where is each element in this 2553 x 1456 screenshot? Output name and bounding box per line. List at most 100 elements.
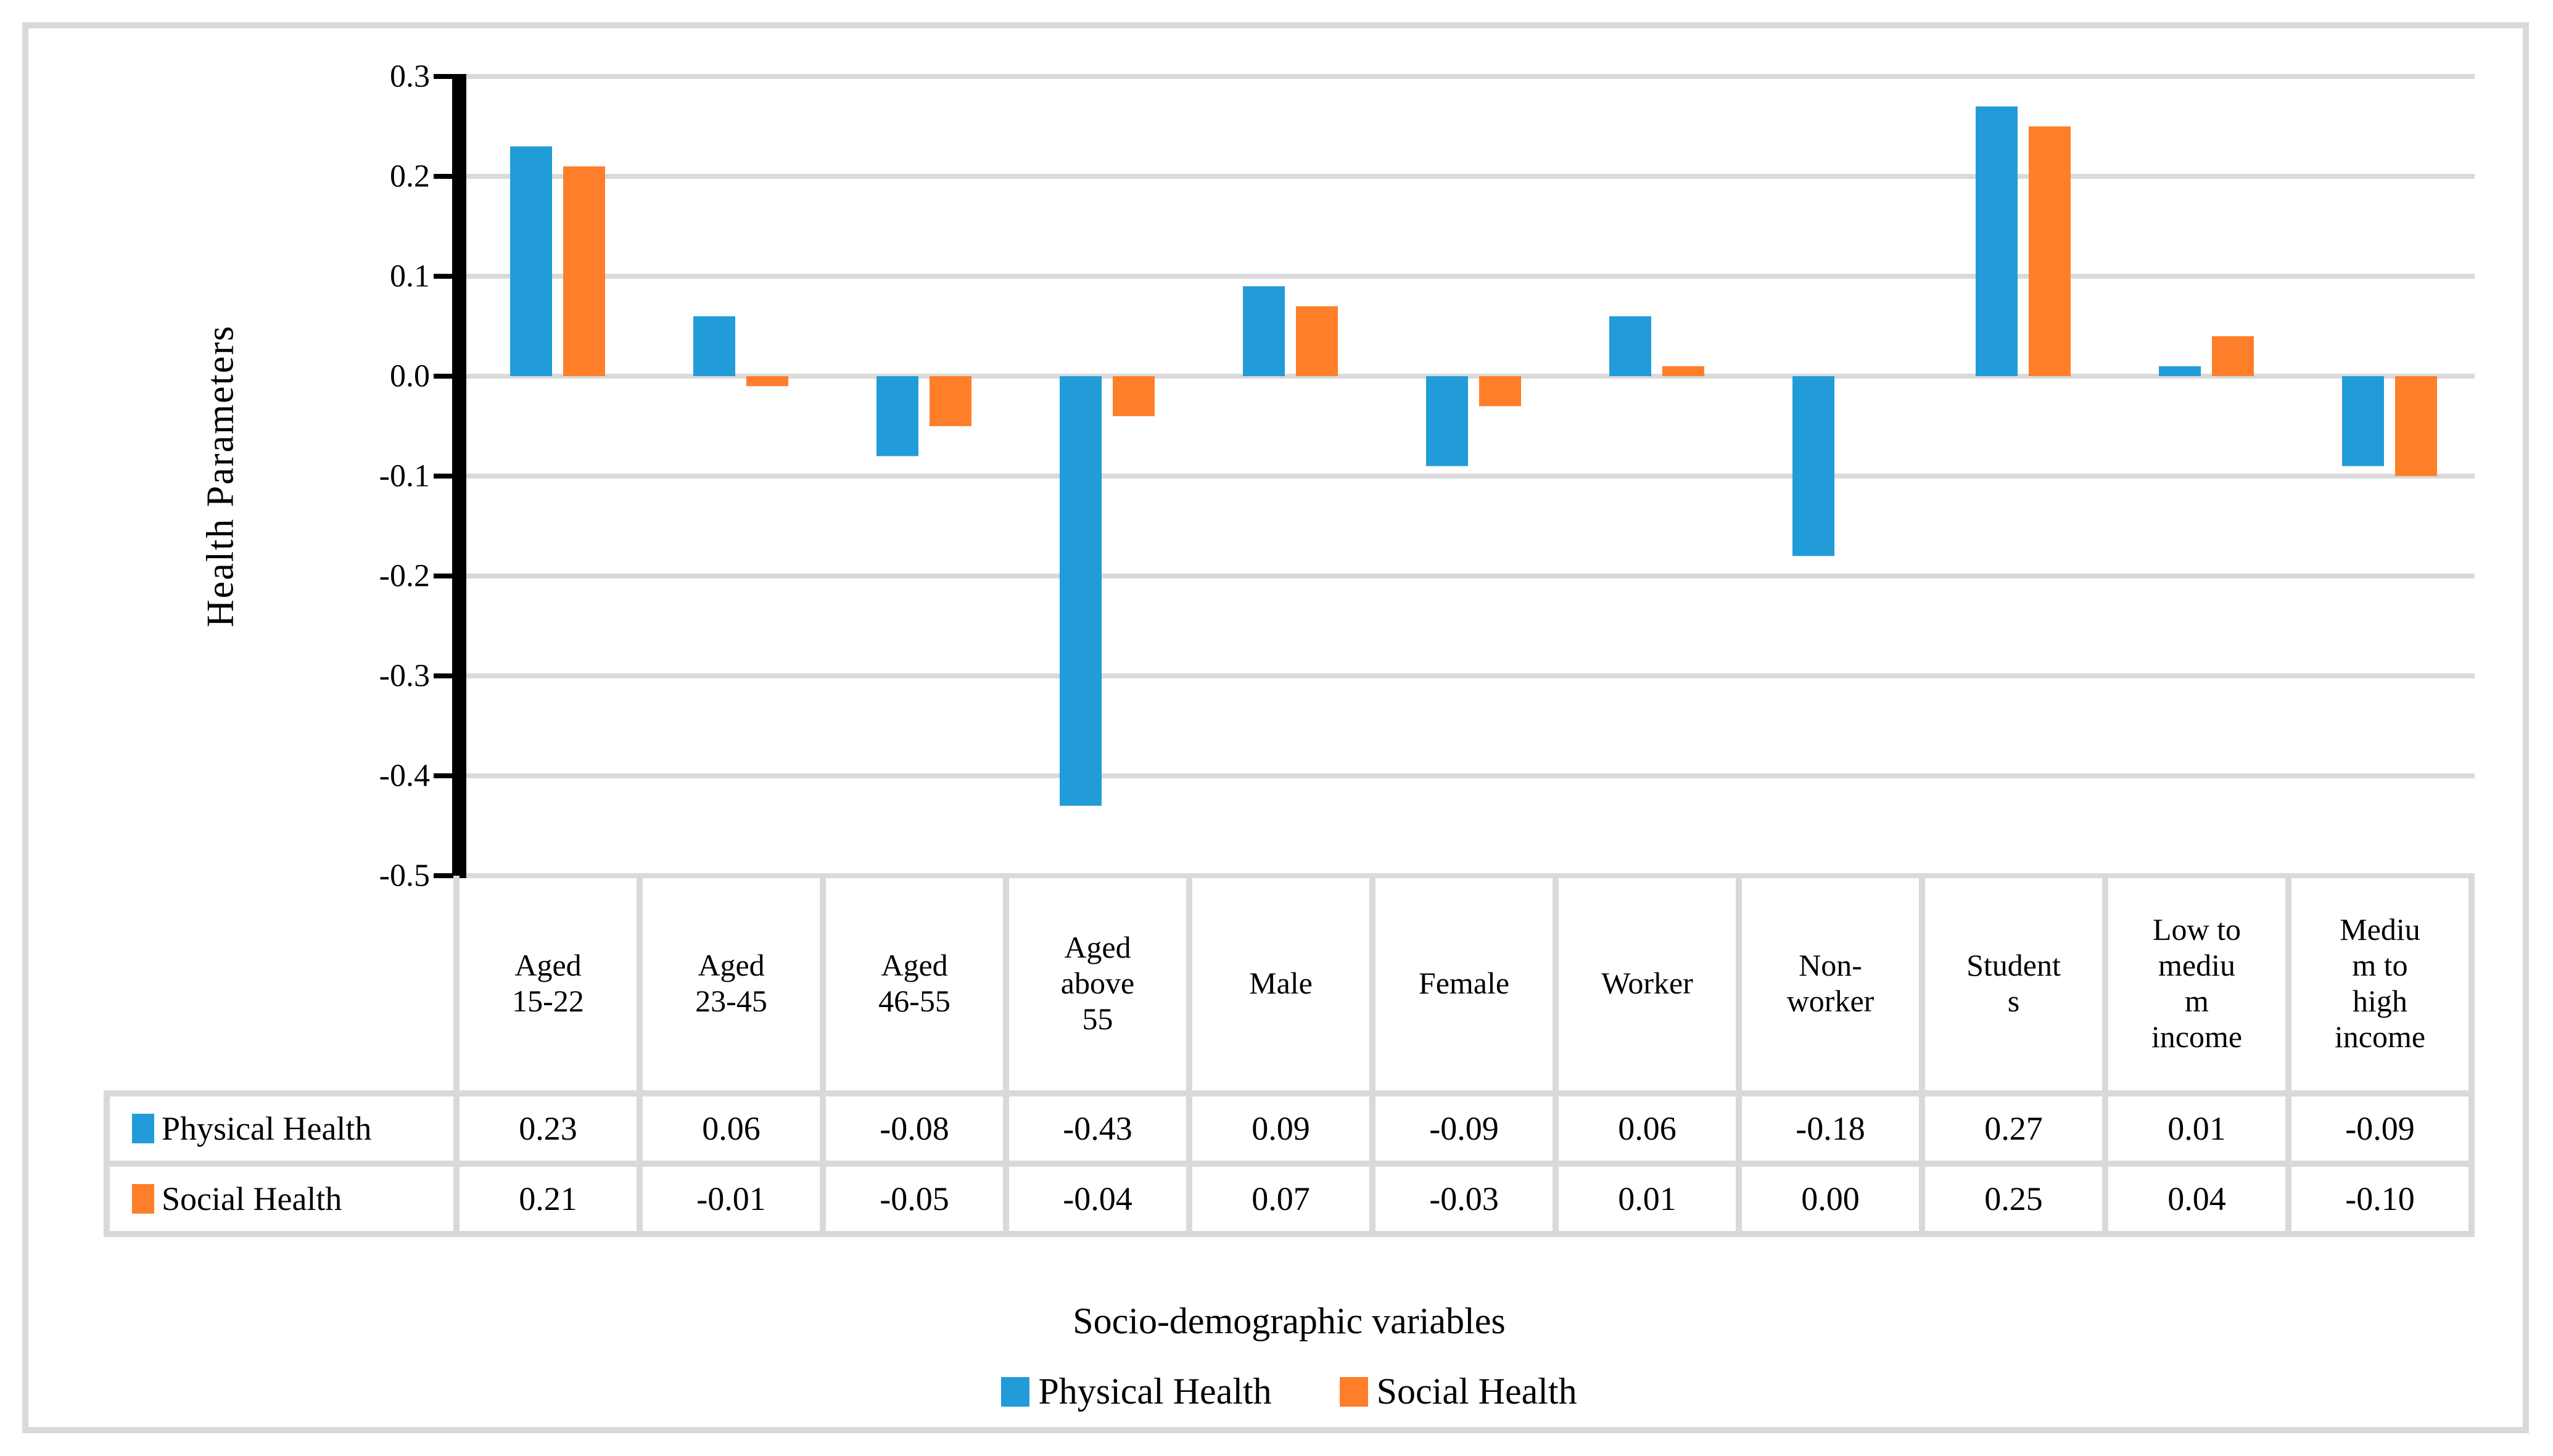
physical-health-swatch-icon bbox=[132, 1114, 154, 1143]
y-axis-tick bbox=[434, 574, 452, 578]
category-header: Non- worker bbox=[1742, 876, 1925, 1096]
y-axis-tick bbox=[434, 74, 452, 79]
y-tick-label: -0.5 bbox=[379, 858, 430, 894]
bar-social-health bbox=[2212, 336, 2254, 376]
category-header: Low to mediu m income bbox=[2108, 876, 2291, 1096]
table-value: -0.01 bbox=[643, 1167, 826, 1237]
table-value: -0.18 bbox=[1742, 1096, 1925, 1167]
bar-physical-health bbox=[693, 316, 735, 376]
bar-social-health bbox=[2395, 376, 2437, 476]
bar-social-health bbox=[2029, 126, 2071, 376]
category-header: Aged 23-45 bbox=[643, 876, 826, 1096]
social-health-swatch-icon bbox=[132, 1184, 154, 1214]
bar-social-health bbox=[1479, 376, 1521, 406]
bar-physical-health bbox=[1609, 316, 1651, 376]
table-value: -0.04 bbox=[1009, 1167, 1192, 1237]
bar-physical-health bbox=[1976, 106, 2018, 376]
y-tick-label: -0.1 bbox=[379, 459, 430, 494]
bar-physical-health bbox=[510, 146, 552, 376]
y-axis-tick bbox=[434, 374, 452, 379]
table-value: -0.09 bbox=[2291, 1096, 2475, 1167]
y-axis-tick bbox=[434, 673, 452, 678]
y-gridline bbox=[466, 773, 2475, 778]
category-header: Aged above 55 bbox=[1009, 876, 1192, 1096]
series-row-label-physical-health: Physical Health bbox=[104, 1096, 460, 1167]
bar-social-health bbox=[1662, 366, 1704, 376]
table-value: 0.27 bbox=[1925, 1096, 2108, 1167]
y-gridline bbox=[466, 174, 2475, 179]
y-tick-label: 0.1 bbox=[390, 259, 430, 294]
y-axis-tick bbox=[434, 474, 452, 479]
category-header: Student s bbox=[1925, 876, 2108, 1096]
legend-item-social-health: Social Health bbox=[1339, 1370, 1577, 1413]
bar-physical-health bbox=[2159, 366, 2201, 376]
table-corner-spacer bbox=[104, 876, 460, 1096]
table-value: 0.25 bbox=[1925, 1167, 2108, 1237]
y-gridline bbox=[466, 374, 2475, 379]
legend-item-physical-health: Physical Health bbox=[1001, 1370, 1272, 1413]
y-tick-label: 0.3 bbox=[390, 59, 430, 94]
table-value: 0.06 bbox=[643, 1096, 826, 1167]
y-gridline bbox=[466, 74, 2475, 79]
table-value: -0.10 bbox=[2291, 1167, 2475, 1237]
table-value: 0.07 bbox=[1192, 1167, 1375, 1237]
y-tick-label: 0.0 bbox=[390, 359, 430, 394]
bar-social-health bbox=[930, 376, 971, 426]
y-axis-tick bbox=[434, 274, 452, 279]
physical-health-legend-swatch-icon bbox=[1001, 1376, 1030, 1407]
table-value: 0.06 bbox=[1559, 1096, 1742, 1167]
legend-label: Social Health bbox=[1376, 1371, 1577, 1412]
y-axis-tick bbox=[434, 873, 452, 878]
x-axis-title: Socio-demographic variables bbox=[1073, 1301, 1506, 1341]
y-axis-title: Health Parameters bbox=[199, 324, 242, 628]
y-gridline bbox=[466, 873, 2475, 878]
y-gridline bbox=[466, 474, 2475, 479]
table-value: 0.23 bbox=[460, 1096, 643, 1167]
category-header: Worker bbox=[1559, 876, 1742, 1096]
bar-physical-health bbox=[876, 376, 918, 456]
table-value: 0.21 bbox=[460, 1167, 643, 1237]
category-header: Female bbox=[1375, 876, 1559, 1096]
y-tick-label: -0.4 bbox=[379, 759, 430, 794]
table-value: 0.01 bbox=[2108, 1096, 2291, 1167]
series-row-label-social-health: Social Health bbox=[104, 1167, 460, 1237]
table-value: 0.00 bbox=[1742, 1167, 1925, 1237]
table-value: 0.04 bbox=[2108, 1167, 2291, 1237]
table-value: -0.43 bbox=[1009, 1096, 1192, 1167]
bar-social-health bbox=[563, 166, 605, 376]
bar-physical-health bbox=[1426, 376, 1468, 466]
y-tick-label: 0.2 bbox=[390, 159, 430, 194]
table-value: -0.03 bbox=[1375, 1167, 1559, 1237]
y-gridline bbox=[466, 673, 2475, 678]
figure-border bbox=[22, 22, 2529, 1433]
bar-social-health bbox=[1296, 306, 1338, 376]
category-header: Mediu m to high income bbox=[2291, 876, 2475, 1096]
table-value: -0.05 bbox=[826, 1167, 1009, 1237]
y-axis-line bbox=[452, 74, 466, 878]
table-value: -0.08 bbox=[826, 1096, 1009, 1167]
y-tick-label: -0.3 bbox=[379, 659, 430, 694]
legend-label: Physical Health bbox=[1038, 1371, 1272, 1412]
chart-legend: Physical Health Social Health bbox=[104, 1370, 2475, 1413]
table-value: -0.09 bbox=[1375, 1096, 1559, 1167]
category-header: Aged 15-22 bbox=[460, 876, 643, 1096]
y-gridline bbox=[466, 274, 2475, 279]
series-row-label-text: Physical Health bbox=[162, 1110, 372, 1147]
bar-social-health bbox=[746, 376, 788, 387]
category-header: Aged 46-55 bbox=[826, 876, 1009, 1096]
y-gridline bbox=[466, 574, 2475, 578]
bar-physical-health bbox=[1792, 376, 1834, 556]
y-tick-label: -0.2 bbox=[379, 559, 430, 594]
y-axis-tick bbox=[434, 773, 452, 778]
series-row-label-text: Social Health bbox=[162, 1180, 342, 1217]
bar-physical-health bbox=[1243, 286, 1285, 376]
table-value: 0.09 bbox=[1192, 1096, 1375, 1167]
data-table: Aged 15-22 Aged 23-45 Aged 46-55 Aged ab… bbox=[104, 876, 2475, 1237]
social-health-legend-swatch-icon bbox=[1339, 1376, 1368, 1407]
y-axis-tick bbox=[434, 174, 452, 179]
table-value: 0.01 bbox=[1559, 1167, 1742, 1237]
bar-physical-health bbox=[1060, 376, 1102, 806]
bar-physical-health bbox=[2342, 376, 2384, 466]
bar-chart-plot: 0.3 0.2 0.1 0.0 -0.1 -0.2 -0.3 -0.4 -0.5 bbox=[379, 59, 2475, 894]
